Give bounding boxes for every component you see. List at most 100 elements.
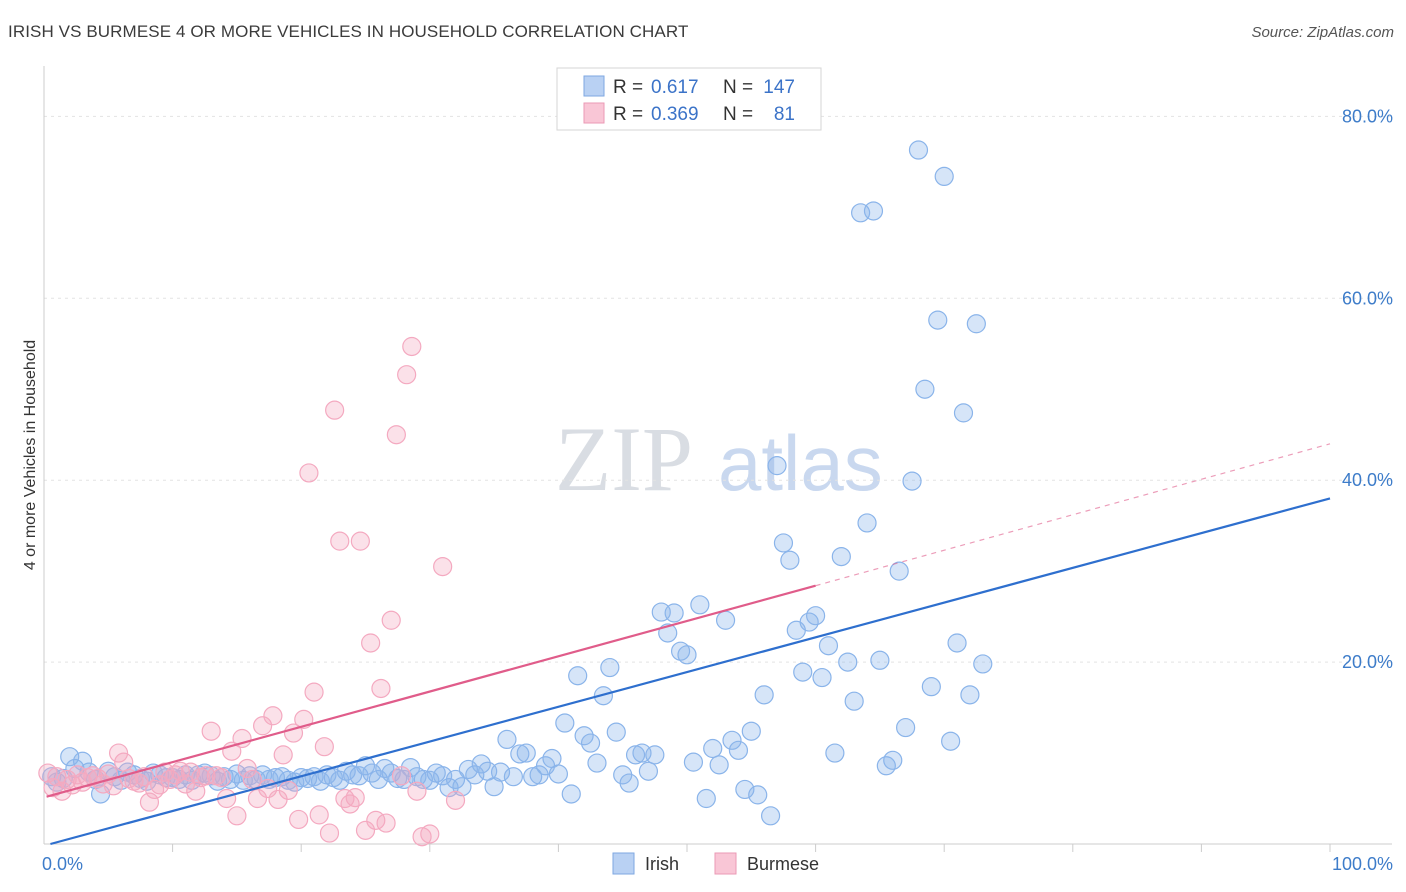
irish-point-129	[870, 650, 890, 670]
burmese-point-55	[319, 823, 340, 843]
irish-point-81	[561, 784, 581, 804]
y-tick-labels: 20.0% 40.0% 60.0% 80.0%	[1342, 106, 1393, 672]
irish-point-66	[465, 765, 485, 785]
burmese-point-68	[386, 425, 406, 445]
burmese-point-66	[376, 813, 396, 833]
burmese-point-60	[345, 788, 365, 808]
burmese-point-71	[402, 336, 422, 357]
irish-point-91	[625, 745, 646, 765]
burmese-point-46	[273, 745, 293, 765]
irish-point-67	[471, 754, 491, 774]
y-tick-label-3: 80.0%	[1342, 106, 1393, 126]
burmese-trend-line	[46, 584, 816, 798]
burmese-point-3	[52, 781, 72, 801]
irish-point-136	[915, 379, 935, 399]
irish-point-128	[863, 201, 884, 221]
irish-point-101	[690, 595, 710, 615]
burmese-point-76	[445, 790, 466, 810]
burmese-point-53	[309, 805, 329, 825]
irish-point-139	[934, 166, 954, 187]
irish-point-138	[928, 310, 948, 330]
irish-point-115	[780, 550, 800, 570]
stats-burmese-n-label: N =	[723, 104, 753, 125]
stats-irish-r-value: 0.617	[651, 77, 699, 98]
burmese-point-65	[371, 678, 391, 699]
irish-point-110	[748, 785, 768, 805]
stats-legend: R = 0.617 N = 147 R = 0.369 N = 81	[556, 67, 822, 131]
burmese-point-49	[289, 809, 309, 830]
y-tick-label-0: 20.0%	[1342, 652, 1393, 672]
source-credit[interactable]: Source: ZipAtlas.com	[1251, 24, 1394, 41]
irish-point-141	[947, 633, 967, 653]
irish-point-144	[966, 314, 986, 334]
irish-point-88	[606, 722, 626, 742]
irish-point-109	[741, 721, 761, 741]
legend-irish-label[interactable]: Irish	[645, 854, 679, 874]
stats-irish-n-label: N =	[723, 77, 753, 98]
irish-point-127	[857, 513, 877, 533]
irish-point-46	[336, 761, 356, 781]
burmese-point-58	[335, 788, 355, 809]
burmese-point-41	[247, 788, 268, 809]
legend-burmese-label[interactable]: Burmese	[747, 854, 819, 874]
burmese-point-59	[340, 794, 360, 814]
burmese-point-61	[350, 531, 370, 551]
irish-point-124	[838, 652, 858, 672]
burmese-point-72	[407, 781, 427, 801]
legend-burmese-swatch[interactable]	[714, 852, 737, 875]
irish-point-143	[960, 685, 980, 705]
y-tick-label-2: 60.0%	[1342, 288, 1393, 308]
irish-point-82	[568, 666, 588, 686]
irish-point-71	[497, 729, 517, 750]
irish-point-73	[510, 744, 530, 764]
watermark-atlas: atlas	[718, 419, 883, 507]
irish-point-145	[973, 654, 993, 674]
irish-point-98	[670, 641, 691, 661]
burmese-point-54	[314, 737, 334, 757]
irish-point-121	[818, 636, 839, 656]
irish-point-102	[696, 788, 716, 809]
burmese-point-69	[391, 766, 412, 786]
series-legend: Irish Burmese	[612, 852, 819, 875]
burmese-point-44	[263, 706, 283, 726]
series-burmese-points	[38, 336, 466, 847]
x-tick-label-1: 100.0%	[1332, 854, 1393, 874]
irish-point-105	[715, 610, 736, 630]
axes	[43, 66, 1392, 852]
irish-point-87	[600, 657, 620, 678]
irish-point-84	[580, 733, 601, 753]
irish-point-112	[760, 806, 781, 826]
stats-burmese-n-value: 81	[774, 104, 795, 125]
burmese-point-75	[433, 556, 453, 577]
stats-burmese-r-value: 0.369	[651, 104, 699, 125]
burmese-point-13	[103, 776, 124, 796]
irish-point-120	[812, 667, 832, 688]
irish-point-137	[921, 677, 941, 697]
burmese-point-51	[299, 463, 319, 483]
irish-point-3	[60, 747, 80, 767]
irish-point-74	[516, 743, 536, 763]
burmese-point-47	[278, 780, 298, 800]
data-points	[38, 140, 993, 847]
burmese-point-62	[355, 820, 376, 840]
burmese-point-22	[150, 775, 170, 795]
legend-irish-swatch[interactable]	[612, 852, 635, 875]
burmese-point-56	[325, 400, 345, 420]
irish-point-99	[677, 645, 697, 665]
burmese-point-15	[114, 752, 134, 772]
burmese-point-39	[237, 758, 257, 779]
trend-lines	[46, 443, 1331, 846]
irish-point-70	[490, 762, 511, 782]
irish-point-117	[793, 662, 813, 682]
irish-point-61	[433, 766, 453, 786]
burmese-point-42	[253, 716, 273, 736]
burmese-point-32	[201, 721, 221, 741]
burmese-point-73	[412, 827, 432, 847]
irish-point-106	[722, 730, 742, 750]
burmese-point-14	[108, 743, 129, 763]
irish-point-94	[645, 745, 665, 765]
irish-point-125	[844, 691, 864, 711]
irish-point-135	[908, 140, 929, 160]
grid-lines	[44, 115, 1392, 663]
